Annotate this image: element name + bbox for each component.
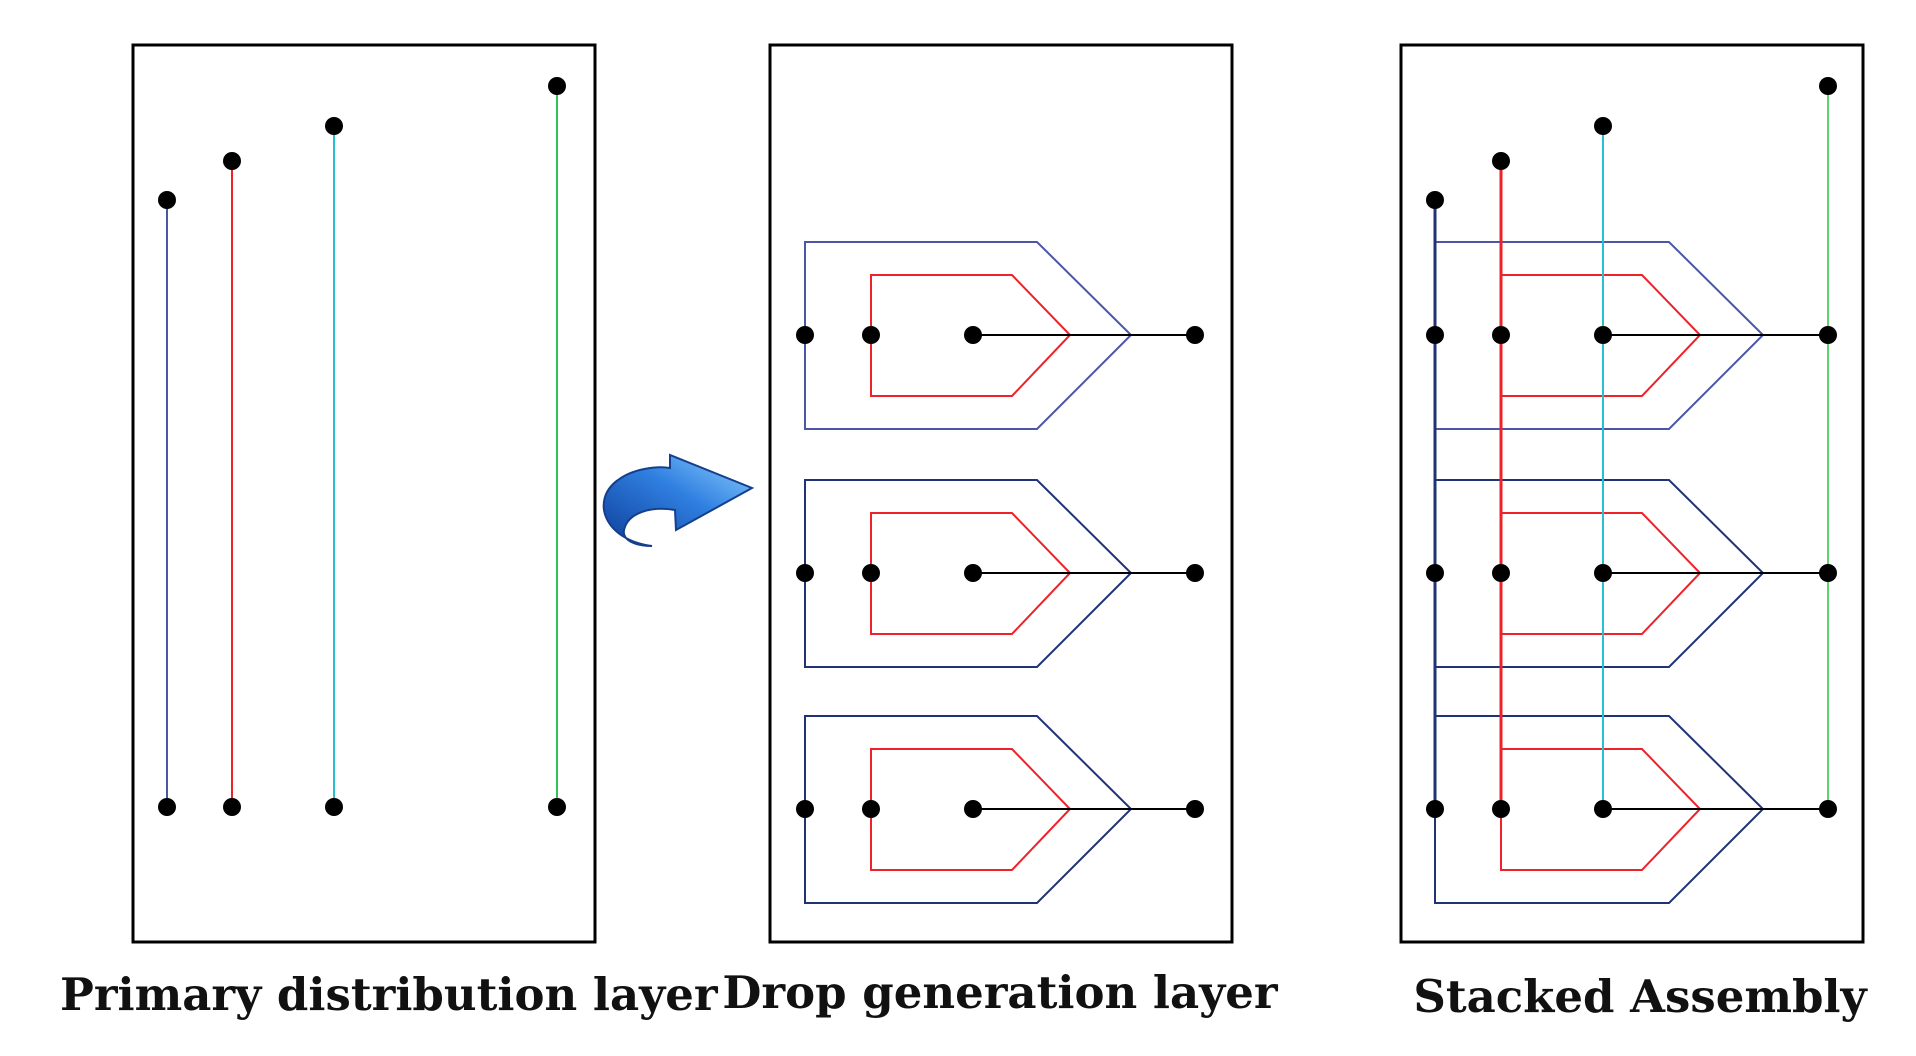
port-dot xyxy=(1186,326,1204,344)
port-dot xyxy=(796,800,814,818)
port-dot xyxy=(1492,564,1510,582)
port-dot xyxy=(862,564,880,582)
port-dot xyxy=(1594,564,1612,582)
port-dot xyxy=(1492,152,1510,170)
stacked-assembly-panel xyxy=(1399,43,1865,944)
primary-ports xyxy=(158,77,566,816)
port-dot xyxy=(1594,117,1612,135)
caption-stacked-assembly: Stacked Assembly xyxy=(1413,970,1867,1023)
port-dot xyxy=(1492,800,1510,818)
port-dot xyxy=(548,77,566,95)
port-dot xyxy=(1819,564,1837,582)
port-dot xyxy=(1426,800,1444,818)
port-dot xyxy=(223,798,241,816)
port-dot xyxy=(1186,800,1204,818)
port-dot xyxy=(1819,800,1837,818)
port-dot xyxy=(325,798,343,816)
port-dot xyxy=(964,564,982,582)
port-dot xyxy=(862,800,880,818)
port-dot xyxy=(862,326,880,344)
drop-panel-frame xyxy=(768,43,1234,944)
port-dot xyxy=(158,798,176,816)
curved-arrow-icon xyxy=(602,453,755,547)
caption-drop-generation-layer: Drop generation layer xyxy=(722,966,1278,1019)
stacked-ports xyxy=(1426,77,1837,818)
port-dot xyxy=(548,798,566,816)
port-dot xyxy=(158,191,176,209)
port-dot xyxy=(1819,77,1837,95)
drop-generator-unit xyxy=(796,479,1204,668)
port-dot xyxy=(223,152,241,170)
stacked-panel-frame xyxy=(1399,43,1865,944)
port-dot xyxy=(325,117,343,135)
port-dot xyxy=(964,326,982,344)
drop-generator-unit xyxy=(796,715,1204,904)
drop-generator-unit xyxy=(796,241,1204,430)
port-dot xyxy=(964,800,982,818)
port-dot xyxy=(1594,326,1612,344)
port-dot xyxy=(1594,800,1612,818)
port-dot xyxy=(1426,191,1444,209)
port-dot xyxy=(1426,326,1444,344)
port-dot xyxy=(796,564,814,582)
drop-generation-panel xyxy=(768,43,1234,944)
port-dot xyxy=(1186,564,1204,582)
port-dot xyxy=(796,326,814,344)
primary-panel-frame xyxy=(131,43,597,944)
port-dot xyxy=(1492,326,1510,344)
port-dot xyxy=(1819,326,1837,344)
primary-distribution-panel xyxy=(131,43,597,944)
port-dot xyxy=(1426,564,1444,582)
caption-primary-distribution-layer: Primary distribution layer xyxy=(60,968,718,1021)
